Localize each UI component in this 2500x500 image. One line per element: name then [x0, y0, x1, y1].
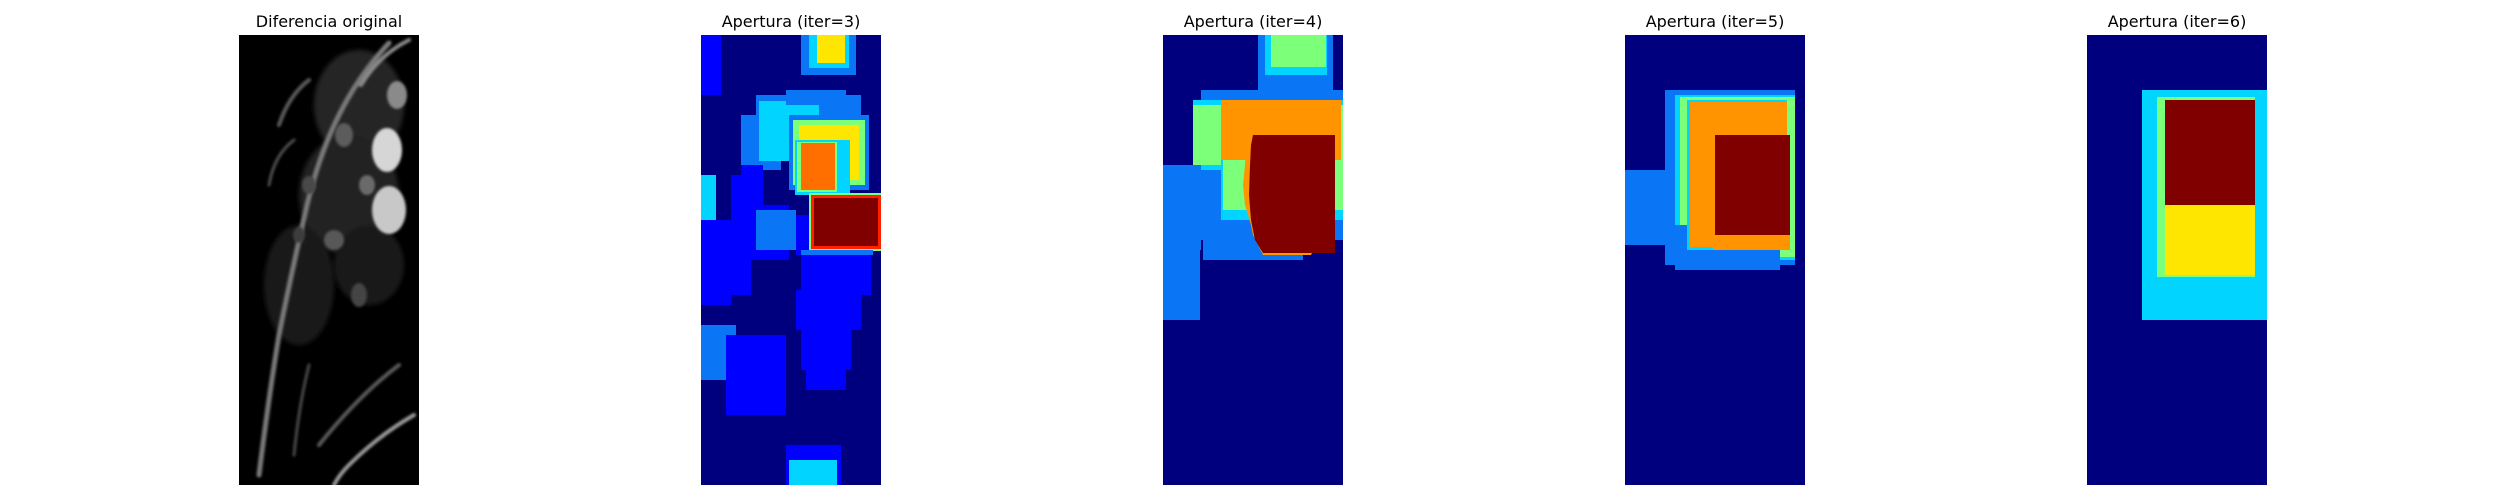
grayscale-difference-image: [239, 35, 419, 485]
panel-opening-iter-3: Apertura (iter=3): [701, 0, 881, 500]
opening-iter-4-image: [1163, 35, 1343, 485]
panel-title: Apertura (iter=5): [1645, 12, 1785, 31]
panel-title: Apertura (iter=3): [721, 12, 861, 31]
panel-title: Apertura (iter=6): [2107, 12, 2247, 31]
panel-opening-iter-4: Apertura (iter=4): [1163, 0, 1343, 500]
panel-opening-iter-5: Apertura (iter=5): [1625, 0, 1805, 500]
panel-original-difference: Diferencia original: [239, 0, 419, 500]
panel-title: Apertura (iter=4): [1183, 12, 1323, 31]
panel-opening-iter-6: Apertura (iter=6): [2087, 0, 2267, 500]
opening-iter-6-image: [2087, 35, 2267, 485]
panel-title: Diferencia original: [255, 12, 403, 31]
opening-iter-3-image: [701, 35, 881, 485]
opening-iter-5-image: [1625, 35, 1805, 485]
